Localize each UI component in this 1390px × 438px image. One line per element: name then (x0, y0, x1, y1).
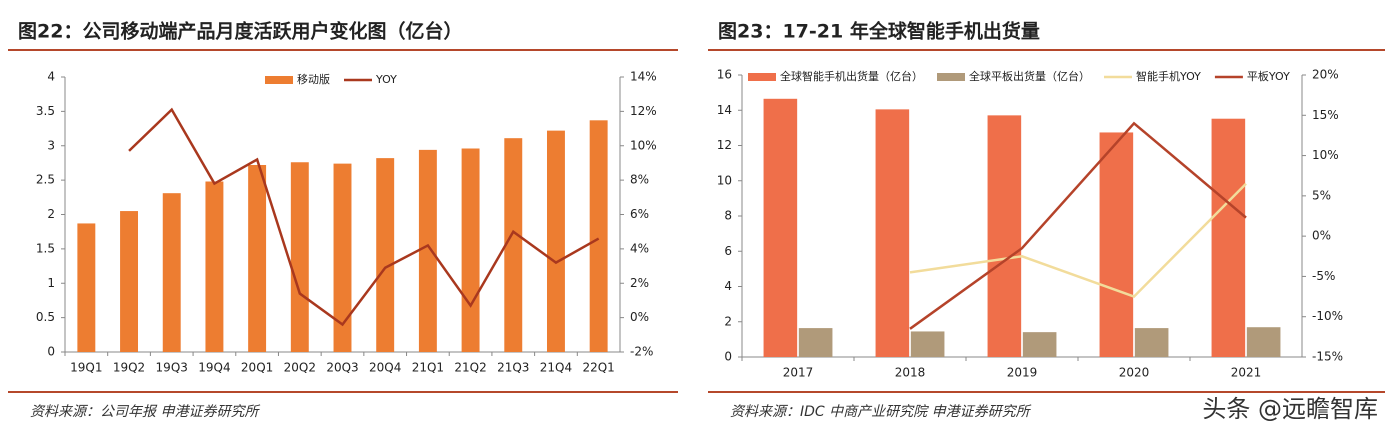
x-tick-label: 19Q3 (156, 361, 188, 375)
source: 资料来源：IDC 中商产业研究院 申港证券研究所 (730, 404, 1032, 420)
bar (763, 98, 798, 357)
y-tick-label: 3 (47, 138, 55, 152)
y2-tick-label: 8% (630, 173, 649, 187)
y-tick-label: 0 (47, 345, 55, 359)
y2-tick-label: -15% (1312, 350, 1343, 364)
bar (376, 158, 395, 352)
bar (1246, 327, 1281, 357)
line-series (909, 182, 1247, 299)
legend-swatch (937, 73, 965, 81)
y-tick-label: 2.5 (36, 173, 55, 187)
y-tick-label: 3.5 (36, 104, 55, 118)
y2-tick-label: -2% (630, 345, 653, 359)
y2-tick-label: 12% (630, 104, 657, 118)
y-tick-label: 14 (717, 103, 732, 117)
bar (461, 148, 480, 352)
bar (1099, 132, 1134, 357)
y-tick-label: 2 (724, 314, 732, 328)
y2-tick-label: 2% (630, 276, 649, 290)
legend-swatch (265, 76, 293, 84)
chart-title: 图23：17-21 年全球智能手机出货量 (718, 20, 1040, 43)
y-tick-label: 2 (47, 207, 55, 221)
x-tick-label: 20Q1 (241, 361, 273, 375)
bar (333, 163, 352, 352)
y2-tick-label: 14% (630, 70, 657, 84)
y2-tick-label: -5% (1312, 269, 1335, 283)
y2-tick-label: 15% (1312, 108, 1339, 122)
x-tick-label: 19Q2 (113, 361, 145, 375)
bar (1134, 328, 1169, 357)
y-tick-label: 8 (724, 209, 732, 223)
x-tick-label: 21Q4 (540, 361, 572, 375)
y-tick-label: 1 (47, 276, 55, 290)
legend-label: 智能手机YOY (1136, 69, 1201, 83)
x-tick-label: 21Q2 (454, 361, 486, 375)
legend-label: 移动版 (297, 72, 330, 86)
y2-tick-label: 0% (630, 310, 649, 324)
legend-label: 全球智能手机出货量（亿台） (780, 69, 923, 83)
y2-tick-label: 20% (1312, 68, 1339, 82)
y-tick-label: 0 (724, 350, 732, 364)
x-tick-label: 21Q1 (412, 361, 444, 375)
x-tick-label: 2019 (1007, 366, 1038, 380)
y-tick-label: 16 (717, 68, 732, 82)
legend-swatch (748, 73, 776, 81)
x-tick-label: 2021 (1231, 366, 1262, 380)
y-tick-label: 6 (724, 244, 732, 258)
legend-label: YOY (375, 73, 397, 86)
y2-tick-label: -10% (1312, 309, 1343, 323)
x-tick-label: 2018 (895, 366, 926, 380)
bar (504, 138, 523, 352)
chart-title: 图22：公司移动端产品月度活跃用户变化图（亿台） (18, 20, 462, 43)
y2-tick-label: 10% (630, 138, 657, 152)
y2-tick-label: 4% (630, 241, 649, 255)
line-series (909, 121, 1247, 330)
x-tick-label: 19Q4 (198, 361, 230, 375)
x-tick-label: 21Q3 (497, 361, 529, 375)
bar (205, 181, 224, 352)
x-tick-label: 2020 (1119, 366, 1150, 380)
bar (162, 193, 181, 352)
line-series (128, 107, 600, 327)
x-tick-label: 22Q1 (582, 361, 614, 375)
y-tick-label: 1.5 (36, 241, 55, 255)
bar (290, 162, 309, 352)
x-tick-label: 20Q4 (369, 361, 401, 375)
watermark: 头条 @远瞻智库 (1202, 395, 1378, 423)
x-tick-label: 20Q3 (326, 361, 358, 375)
bar (77, 223, 96, 352)
bar (1022, 332, 1057, 357)
bar (987, 115, 1022, 357)
legend-label: 全球平板出货量（亿台） (969, 69, 1090, 83)
bar (120, 211, 139, 352)
bar (418, 149, 437, 352)
x-tick-label: 19Q1 (70, 361, 102, 375)
bar (546, 130, 565, 352)
bar (248, 165, 267, 352)
x-tick-label: 20Q2 (284, 361, 316, 375)
bar (589, 120, 608, 352)
y2-tick-label: 6% (630, 207, 649, 221)
y2-tick-label: 0% (1312, 229, 1331, 243)
bar (1211, 118, 1246, 358)
y-tick-label: 4 (724, 279, 732, 293)
y-tick-label: 4 (47, 70, 55, 84)
legend-label: 平板YOY (1247, 69, 1290, 83)
y2-tick-label: 5% (1312, 188, 1331, 202)
y2-tick-label: 10% (1312, 148, 1339, 162)
source: 资料来源：公司年报 申港证券研究所 (30, 404, 260, 420)
bar (798, 328, 833, 357)
y-tick-label: 0.5 (36, 310, 55, 324)
x-tick-label: 2017 (783, 366, 814, 380)
y-tick-label: 10 (717, 173, 732, 187)
bar (910, 331, 945, 357)
bar (875, 109, 910, 358)
y-tick-label: 12 (717, 138, 732, 152)
